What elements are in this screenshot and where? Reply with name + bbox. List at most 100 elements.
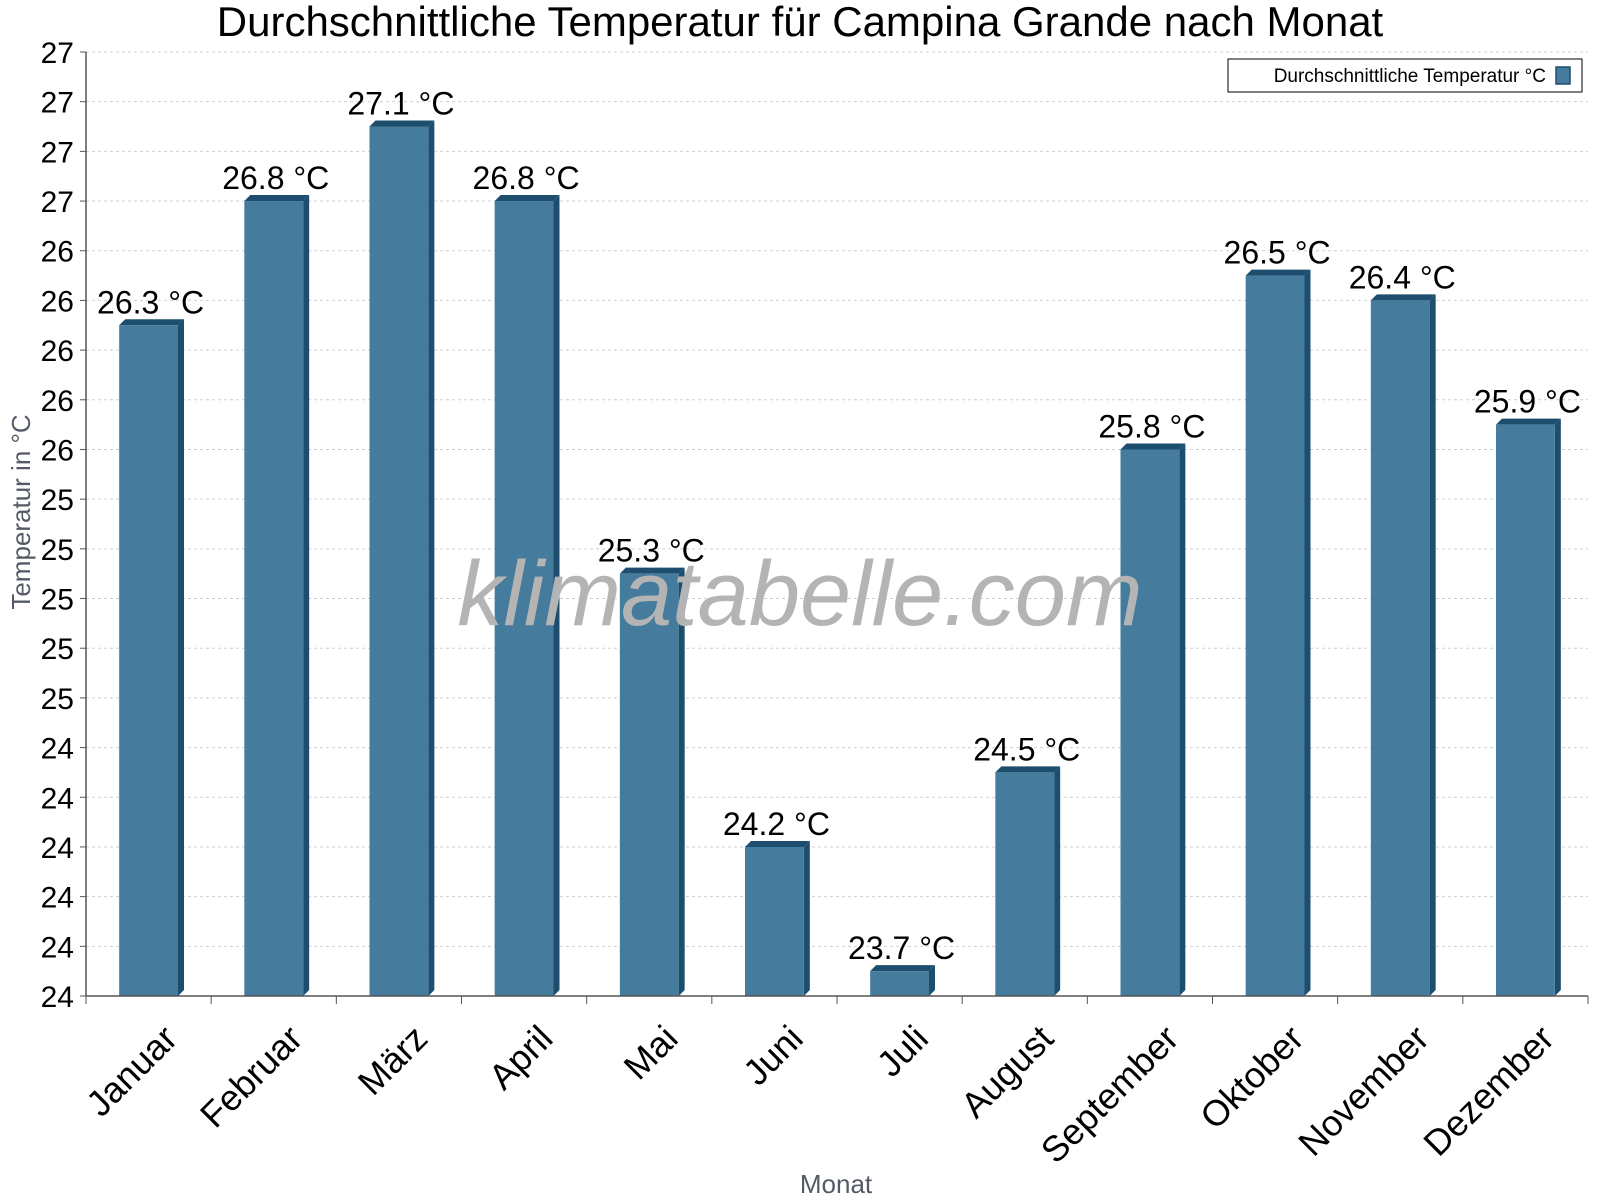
data-labels: 26.3 °C 26.8 °C 27.1 °C 26.8 °C 25.3 °C 24.2 …	[97, 86, 1581, 967]
watermark: klimatabelle.com	[457, 543, 1142, 645]
x-tick-label: März	[350, 1017, 436, 1103]
grid	[86, 51, 1588, 947]
data-label: 25.9 °C	[1474, 384, 1581, 420]
y-tick-label: 26	[41, 434, 74, 467]
y-tick-label: 24	[41, 733, 74, 766]
bar-top	[1370, 294, 1436, 301]
y-tick-label: 25	[41, 534, 74, 567]
chart-title: Durchschnittliche Temperatur für Campina…	[217, 0, 1384, 45]
bar	[119, 319, 184, 996]
bar-top	[494, 195, 560, 202]
data-label: 26.5 °C	[1224, 235, 1331, 271]
y-tick-label: 25	[41, 683, 74, 716]
bar-top	[995, 766, 1061, 773]
bar-top	[244, 195, 310, 202]
y-tick-label: 24	[41, 782, 74, 815]
y-tick-label: 27	[41, 136, 74, 169]
y-tick-label: 26	[41, 285, 74, 318]
data-label: 24.5 °C	[973, 731, 1080, 767]
y-tick-label: 24	[41, 931, 74, 964]
data-label: 25.8 °C	[1098, 408, 1205, 444]
bar-top	[619, 567, 685, 574]
bar-top	[119, 319, 184, 326]
bar-side	[1179, 443, 1186, 996]
x-tick-label: Juli	[869, 1017, 936, 1084]
data-label: 26.4 °C	[1349, 259, 1456, 295]
bar-top	[1245, 269, 1311, 276]
x-tick-label: November	[1290, 1017, 1436, 1163]
data-label: 24.2 °C	[723, 806, 830, 842]
y-tick-label: 27	[41, 186, 74, 219]
bar-top	[369, 120, 435, 127]
bar-side	[177, 319, 184, 996]
bar-front	[1245, 275, 1305, 996]
bar	[244, 195, 310, 997]
bar-front	[870, 971, 929, 996]
y-tick-label: 26	[41, 236, 74, 269]
bar-side	[928, 965, 935, 996]
x-tick-label: September	[1033, 1017, 1187, 1171]
bar	[619, 567, 685, 996]
x-tick-label: Februar	[192, 1017, 310, 1135]
bar-side	[1054, 766, 1061, 996]
y-tick-label: 24	[41, 981, 74, 1014]
data-label: 23.7 °C	[848, 930, 955, 966]
y-tick-label: 25	[41, 584, 74, 617]
y-tick-label: 26	[41, 335, 74, 368]
bar	[1120, 443, 1186, 996]
bar-top	[1496, 418, 1561, 425]
legend: Durchschnittliche Temperatur °C	[1227, 58, 1583, 93]
legend-box	[1227, 58, 1583, 93]
y-tick-label: 27	[41, 37, 74, 70]
bar-top	[870, 965, 935, 972]
y-tick-label: 27	[41, 87, 74, 120]
bar	[1370, 294, 1436, 997]
x-axis-title: Monat	[800, 1169, 873, 1199]
legend-label: Durchschnittliche Temperatur °C	[1274, 66, 1546, 87]
y-tick-label: 24	[41, 832, 74, 865]
bar-side	[803, 840, 810, 996]
x-tick-label: Januar	[78, 1017, 185, 1124]
bars	[119, 120, 1561, 997]
data-label: 26.8 °C	[473, 160, 580, 196]
bar-front	[1496, 424, 1555, 996]
data-label: 26.3 °C	[97, 284, 204, 320]
x-tick-label: August	[953, 1017, 1061, 1125]
legend-swatch	[1555, 66, 1571, 85]
bar	[745, 840, 810, 996]
y-tick-label: 26	[41, 385, 74, 418]
y-tick-label: 24	[41, 882, 74, 915]
bar-front	[244, 201, 304, 997]
bar-side	[303, 195, 310, 997]
data-label: 27.1 °C	[347, 86, 454, 122]
bar-front	[369, 126, 429, 997]
bar-top	[1120, 443, 1186, 450]
bar-top	[745, 840, 810, 847]
bar-front	[1120, 449, 1180, 996]
bar-side	[1304, 269, 1311, 996]
bar	[870, 965, 935, 996]
x-tick-label: Juni	[735, 1017, 811, 1093]
y-tick-label: 25	[41, 633, 74, 666]
bar-front	[619, 573, 679, 996]
bar-side	[553, 195, 560, 997]
bar-front	[745, 846, 804, 996]
bar	[1245, 269, 1311, 996]
bar	[995, 766, 1061, 996]
data-label: 25.3 °C	[598, 533, 705, 569]
bar	[494, 195, 560, 997]
x-tick-label: Oktober	[1192, 1017, 1312, 1137]
bar-side	[1554, 418, 1561, 996]
y-axis-title: Temperatur in °C	[6, 414, 36, 609]
bar	[1496, 418, 1561, 996]
y-tick-label: 25	[41, 484, 74, 517]
x-tick-label: Mai	[616, 1017, 686, 1087]
bar-side	[678, 567, 685, 996]
bar-side	[428, 120, 435, 997]
x-tick-label: Dezember	[1415, 1017, 1561, 1163]
bar-front	[119, 325, 178, 996]
x-tick-label: April	[480, 1017, 560, 1097]
bar-front	[1370, 300, 1430, 997]
